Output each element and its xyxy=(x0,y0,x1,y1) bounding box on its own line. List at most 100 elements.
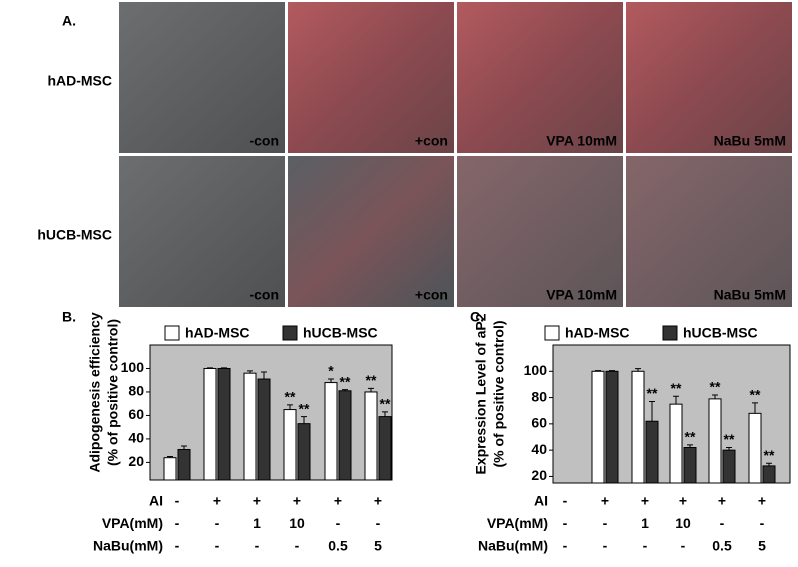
treatment-value: 10 xyxy=(675,515,691,531)
error-bar xyxy=(368,387,374,392)
bar xyxy=(605,370,619,484)
treatment-label: NaBu(mM) xyxy=(93,538,163,554)
treatment-value: - xyxy=(295,538,300,554)
significance: ** xyxy=(299,400,310,416)
panel-label: A. xyxy=(62,13,76,29)
legend-label: hAD-MSC xyxy=(185,325,250,341)
bar xyxy=(217,367,231,481)
treatment-value: + xyxy=(374,493,382,509)
treatment-value: - xyxy=(760,515,765,531)
significance: ** xyxy=(724,431,735,447)
bar xyxy=(243,372,257,481)
bar xyxy=(283,409,297,481)
micrograph xyxy=(288,2,454,153)
treatment-value: - xyxy=(720,515,725,531)
y-tick-label: 60 xyxy=(531,415,547,431)
bar xyxy=(591,370,605,484)
row-label: hUCB-MSC xyxy=(37,227,112,243)
error-bar xyxy=(595,370,601,372)
legend-label: hUCB-MSC xyxy=(683,325,758,341)
treatment-value: + xyxy=(601,493,609,509)
treatment-value: - xyxy=(175,538,180,554)
y-tick-label: 100 xyxy=(121,359,145,375)
image-caption: +con xyxy=(415,133,448,149)
error-bar xyxy=(328,378,334,383)
panel-label: B. xyxy=(62,309,76,325)
error-bar xyxy=(673,395,679,405)
treatment-label: AI xyxy=(534,493,548,509)
y-tick-label: 40 xyxy=(128,430,144,446)
y-axis-label: (% of positive control) xyxy=(491,321,507,468)
row-label: hAD-MSC xyxy=(47,73,112,89)
treatment-value: + xyxy=(758,493,766,509)
micrograph xyxy=(626,156,792,307)
bar xyxy=(708,398,722,484)
significance: ** xyxy=(750,387,761,403)
treatment-value: 1 xyxy=(641,515,649,531)
error-bar xyxy=(726,447,732,451)
bar xyxy=(163,457,177,481)
treatment-value: + xyxy=(718,493,726,509)
treatment-label: VPA(mM) xyxy=(102,515,163,531)
treatment-value: - xyxy=(255,538,260,554)
treatment-value: 1 xyxy=(253,515,261,531)
image-caption: NaBu 5mM xyxy=(714,133,786,149)
error-bar xyxy=(766,462,772,466)
micrograph xyxy=(119,2,285,153)
error-bar xyxy=(609,370,615,372)
error-bar xyxy=(687,444,693,448)
treatment-value: + xyxy=(334,493,342,509)
treatment-value: + xyxy=(679,493,687,509)
treatment-value: - xyxy=(603,538,608,554)
y-axis-label: Expression Level of aP2 xyxy=(473,313,489,474)
significance: ** xyxy=(366,372,377,388)
error-bar xyxy=(752,402,758,414)
treatment-value: - xyxy=(603,515,608,531)
treatment-value: 5 xyxy=(758,538,766,554)
treatment-value: - xyxy=(643,538,648,554)
treatment-value: + xyxy=(293,493,301,509)
image-caption: -con xyxy=(249,287,279,303)
y-tick-label: 20 xyxy=(531,467,547,483)
y-tick-label: 80 xyxy=(531,388,547,404)
treatment-value: + xyxy=(641,493,649,509)
treatment-value: - xyxy=(175,515,180,531)
legend-swatch xyxy=(282,325,298,341)
error-bar xyxy=(181,445,187,450)
bar xyxy=(364,391,378,481)
error-bar xyxy=(167,456,173,458)
treatment-label: AI xyxy=(149,493,163,509)
treatment-value: - xyxy=(563,515,568,531)
error-bar xyxy=(207,367,213,369)
significance: ** xyxy=(380,396,391,412)
treatment-value: 10 xyxy=(289,515,305,531)
y-tick-label: 80 xyxy=(128,383,144,399)
significance: * xyxy=(328,363,334,379)
significance: ** xyxy=(685,429,696,445)
significance: ** xyxy=(340,373,351,389)
error-bar xyxy=(301,416,307,424)
micrograph xyxy=(119,156,285,307)
bar xyxy=(177,448,191,481)
error-bar xyxy=(287,404,293,410)
legend-label: hAD-MSC xyxy=(565,325,630,341)
significance: ** xyxy=(710,379,721,395)
bar xyxy=(338,390,352,481)
bar xyxy=(645,420,659,484)
treatment-value: - xyxy=(175,493,180,509)
bar xyxy=(722,449,736,484)
image-caption: -con xyxy=(249,133,279,149)
error-bar xyxy=(635,368,641,372)
y-tick-label: 20 xyxy=(128,453,144,469)
error-bar xyxy=(261,371,267,380)
treatment-value: - xyxy=(336,515,341,531)
significance: ** xyxy=(671,380,682,396)
treatment-label: VPA(mM) xyxy=(487,515,548,531)
legend-swatch xyxy=(164,325,180,341)
bar xyxy=(748,412,762,484)
bar xyxy=(257,378,271,481)
y-tick-label: 40 xyxy=(531,441,547,457)
legend-swatch xyxy=(662,325,678,341)
y-axis-label: Adipogenesis efficiency xyxy=(87,312,103,472)
treatment-value: - xyxy=(563,493,568,509)
